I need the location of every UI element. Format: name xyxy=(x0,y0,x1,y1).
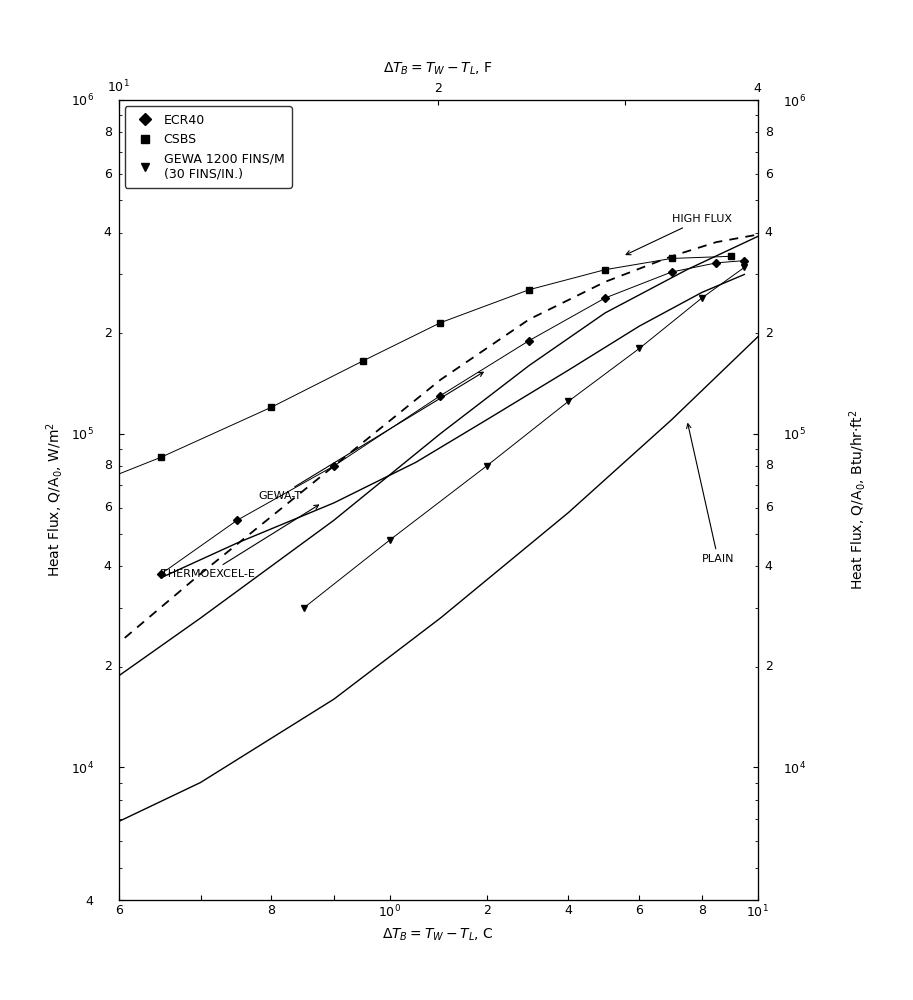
Text: 4: 4 xyxy=(104,560,111,573)
Text: 8: 8 xyxy=(765,126,772,139)
Legend: ECR40, CSBS, GEWA 1200 FINS/M
(30 FINS/IN.): ECR40, CSBS, GEWA 1200 FINS/M (30 FINS/I… xyxy=(125,106,292,188)
Text: 4: 4 xyxy=(765,560,772,573)
Text: 4: 4 xyxy=(765,226,772,239)
Y-axis label: Heat Flux, Q/A$_0$, W/m$^2$: Heat Flux, Q/A$_0$, W/m$^2$ xyxy=(44,423,65,577)
Text: 4: 4 xyxy=(104,226,111,239)
Text: 6: 6 xyxy=(104,501,111,514)
Text: 6: 6 xyxy=(765,168,772,181)
Text: 8: 8 xyxy=(765,459,772,472)
Text: 8: 8 xyxy=(104,126,111,139)
Text: 2: 2 xyxy=(765,327,772,340)
Text: 2: 2 xyxy=(104,660,111,673)
X-axis label: $\Delta T_B = T_W - T_L$, C: $\Delta T_B = T_W - T_L$, C xyxy=(383,926,494,943)
Y-axis label: Heat Flux, Q/A$_0$, Btu/hr·ft$^2$: Heat Flux, Q/A$_0$, Btu/hr·ft$^2$ xyxy=(847,410,868,590)
Text: 2: 2 xyxy=(765,660,772,673)
Text: 8: 8 xyxy=(104,459,111,472)
X-axis label: $\Delta T_B = T_W - T_L$, F: $\Delta T_B = T_W - T_L$, F xyxy=(383,61,493,77)
Text: 6: 6 xyxy=(104,168,111,181)
Text: 6: 6 xyxy=(765,501,772,514)
Text: PLAIN: PLAIN xyxy=(687,424,734,564)
Text: HIGH FLUX: HIGH FLUX xyxy=(626,214,731,255)
Text: THERMOEXCEL-E: THERMOEXCEL-E xyxy=(162,505,319,579)
Text: GEWA-T: GEWA-T xyxy=(258,372,483,501)
Text: 2: 2 xyxy=(104,327,111,340)
